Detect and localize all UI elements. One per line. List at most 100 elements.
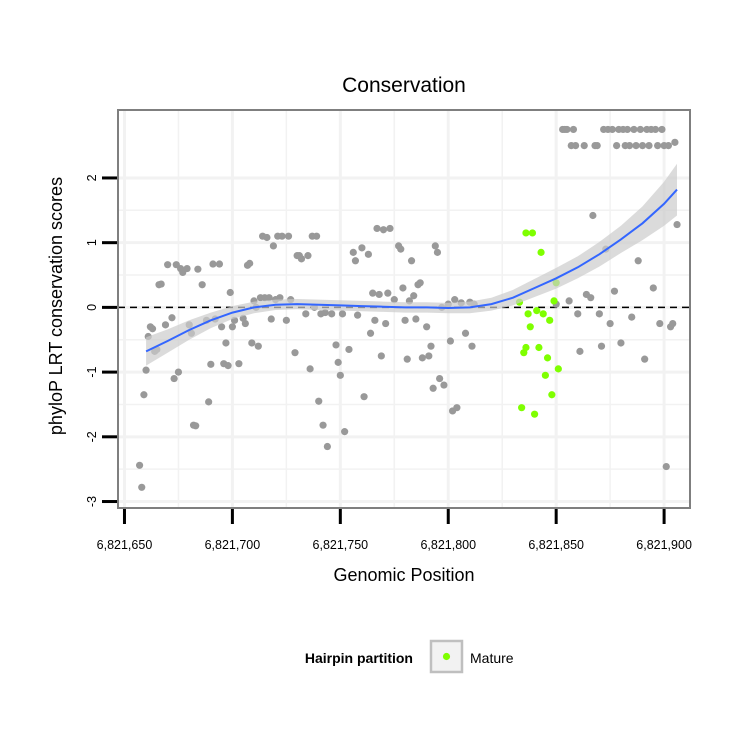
mature-point — [526, 323, 534, 331]
hairpin-point — [235, 360, 243, 368]
hairpin-point — [630, 125, 638, 134]
y-tick-label: -1 — [85, 366, 99, 377]
hairpin-point — [304, 252, 312, 260]
hairpin-point — [634, 257, 642, 265]
hairpin-point — [431, 242, 439, 250]
hairpin-point — [399, 284, 407, 292]
hairpin-point — [606, 319, 614, 328]
hairpin-point — [278, 232, 286, 240]
x-tick-label: 6,821,800 — [420, 538, 476, 552]
hairpin-point — [664, 141, 673, 150]
hairpin-point — [403, 355, 411, 363]
hairpin-point — [267, 315, 275, 323]
hairpin-point — [319, 421, 327, 429]
hairpin-point — [587, 294, 595, 302]
hairpin-point — [209, 260, 217, 268]
hairpin-point — [254, 342, 262, 350]
hairpin-point — [349, 248, 357, 256]
hairpin-point — [401, 316, 409, 324]
hairpin-point — [412, 315, 420, 323]
hairpin-point — [138, 483, 146, 491]
hairpin-point — [580, 141, 588, 150]
hairpin-point — [224, 362, 232, 370]
hairpin-point — [610, 287, 619, 295]
hairpin-point — [321, 308, 329, 317]
x-axis: 6,821,650 6,821,700 6,821,750 6,821,800 6,82… — [97, 509, 692, 552]
hairpin-point — [306, 365, 314, 373]
legend: Hairpin partition Mature — [305, 639, 514, 674]
hairpin-point — [669, 319, 677, 328]
hairpin-point — [451, 296, 459, 304]
hairpin-point — [446, 337, 455, 345]
hairpin-point — [371, 316, 379, 324]
hairpin-point — [597, 342, 606, 350]
hairpin-point — [382, 319, 390, 328]
hairpin-point — [323, 442, 331, 451]
hairpin-point — [427, 342, 435, 350]
hairpin-point — [649, 284, 657, 292]
hairpin-point — [192, 422, 200, 430]
y-tick-label: -3 — [85, 496, 99, 507]
hairpin-point — [436, 374, 444, 383]
hairpin-point — [341, 428, 349, 436]
hairpin-point — [625, 141, 634, 150]
hairpin-point — [425, 352, 433, 360]
hairpin-point — [589, 211, 597, 220]
mature-point — [554, 365, 562, 373]
mature-point — [528, 229, 537, 237]
hairpin-point — [157, 280, 165, 288]
hairpin-point — [373, 224, 381, 233]
hairpin-point — [369, 289, 377, 297]
hairpin-point — [265, 294, 273, 302]
hairpin-point — [423, 323, 431, 331]
hairpin-point — [222, 339, 230, 347]
hairpin-point — [183, 264, 191, 273]
hairpin-point — [468, 342, 476, 350]
hairpin-point — [641, 355, 649, 363]
hairpin-point — [671, 138, 679, 146]
legend-key-mature-dot — [442, 652, 451, 661]
hairpin-point — [332, 341, 340, 349]
mature-point — [530, 410, 539, 418]
hairpin-point — [207, 360, 215, 368]
hairpin-point — [433, 248, 442, 256]
x-tick-label: 6,821,650 — [97, 538, 153, 552]
hairpin-point — [658, 125, 666, 134]
hairpin-point — [628, 313, 636, 321]
hairpin-point — [379, 226, 388, 234]
hairpin-point — [623, 125, 632, 134]
series-mature-points — [515, 229, 562, 418]
hairpin-point — [194, 265, 202, 273]
hairpin-point — [390, 296, 398, 304]
hairpin-point — [246, 259, 254, 267]
hairpin-point — [228, 323, 236, 331]
mature-point — [524, 310, 532, 318]
hairpin-point — [617, 339, 625, 347]
hairpin-point — [366, 329, 375, 337]
hairpin-point — [656, 319, 664, 328]
hairpin-point — [140, 391, 148, 399]
hairpin-point — [328, 310, 336, 318]
hairpin-point — [397, 245, 405, 253]
hairpin-point — [645, 141, 653, 150]
mature-point — [541, 371, 549, 379]
hairpin-point — [148, 325, 157, 333]
hairpin-point — [407, 257, 416, 265]
hairpin-point — [608, 125, 616, 134]
hairpin-point — [312, 232, 321, 240]
mature-point — [548, 391, 556, 399]
hairpin-point — [336, 371, 344, 379]
hairpin-point — [282, 316, 290, 324]
hairpin-point — [315, 397, 323, 405]
series-hairpin-points — [135, 125, 681, 491]
mature-point — [535, 343, 543, 352]
hairpin-point — [386, 224, 394, 233]
hairpin-point — [440, 381, 448, 389]
hairpin-point — [453, 404, 461, 412]
hairpin-point — [297, 255, 306, 263]
hairpin-point — [662, 462, 670, 471]
mature-point — [539, 310, 547, 318]
hairpin-point — [569, 125, 578, 134]
hairpin-point — [168, 314, 176, 322]
mature-point — [543, 354, 552, 362]
